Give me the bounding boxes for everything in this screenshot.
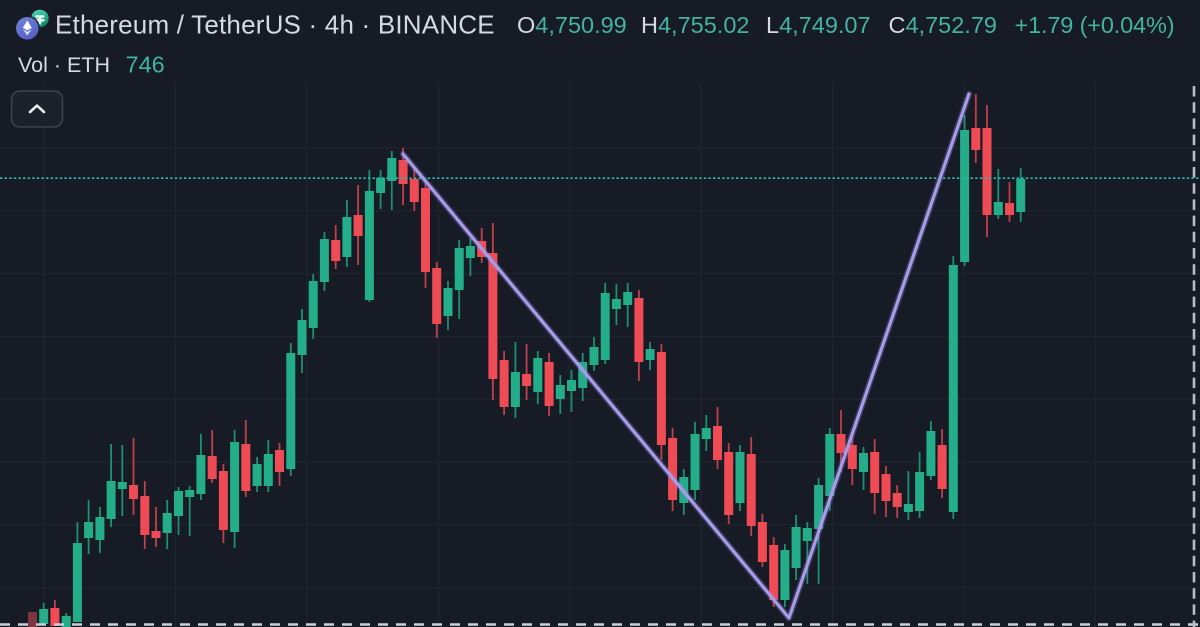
svg-text:Vol · ETH: Vol · ETH [18, 53, 110, 77]
svg-text:746: 746 [126, 52, 165, 78]
svg-text:Ethereum / TetherUS · 4h · BIN: Ethereum / TetherUS · 4h · BINANCE [55, 10, 495, 40]
